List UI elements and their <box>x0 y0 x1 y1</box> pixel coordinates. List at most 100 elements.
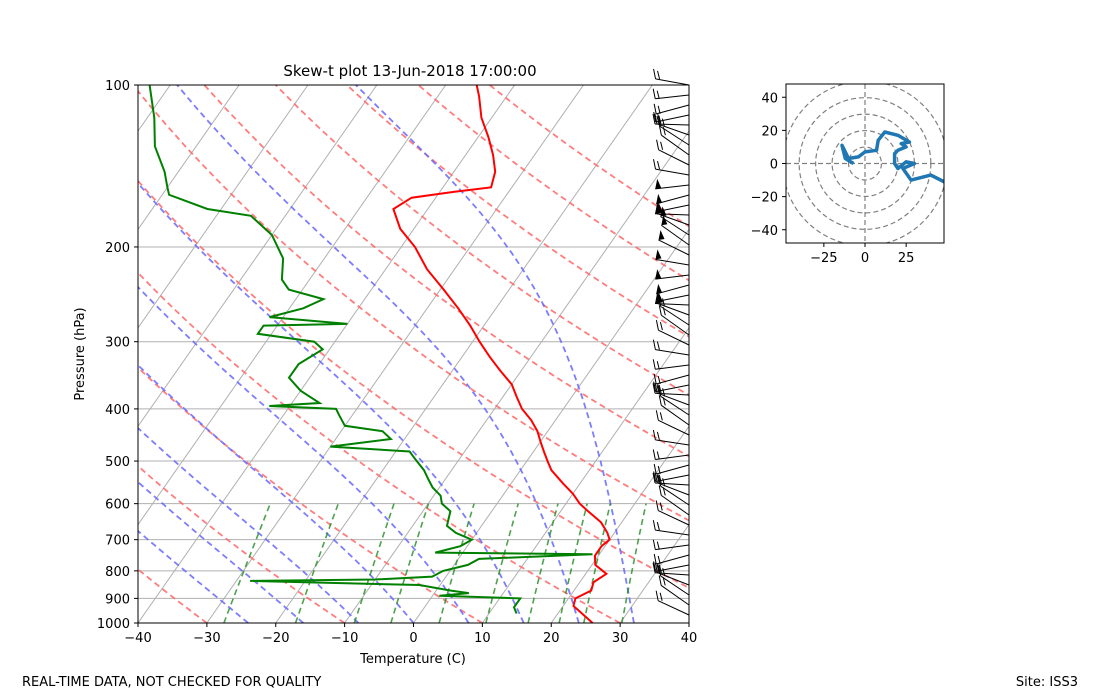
wind-barb-staff <box>655 454 690 460</box>
wind-barb-feather <box>657 375 661 385</box>
wind-barb-feather <box>662 577 666 586</box>
wind-barbs <box>652 68 690 616</box>
dry-adiabat-line <box>275 85 689 397</box>
wind-barb-feather <box>653 463 657 475</box>
wind-barb-staff <box>655 392 690 396</box>
moist-adiabat-line <box>138 181 525 623</box>
wind-barb-feather <box>653 103 657 114</box>
hodograph-y-tick-label: 0 <box>770 158 778 173</box>
wind-barb-feather <box>652 539 656 550</box>
isotherm-line <box>138 85 447 526</box>
wind-barb-feather <box>656 90 660 99</box>
wind-barb-staff <box>655 572 690 576</box>
wind-barb-feather <box>662 397 666 406</box>
wind-barb-feather <box>658 125 662 136</box>
wind-barb-staff <box>654 123 690 126</box>
wind-barb-feather <box>653 373 657 385</box>
wind-barb-staff <box>655 544 690 551</box>
y-tick-label: 900 <box>105 592 130 607</box>
wind-barb-feather <box>653 159 656 170</box>
wind-barb-staff <box>656 302 690 316</box>
wind-barb-feather <box>656 139 660 150</box>
wind-barb-pennant <box>657 293 664 304</box>
wind-barb-feather <box>654 562 658 573</box>
wind-barb-feather <box>661 118 665 127</box>
isotherm-line <box>206 85 584 623</box>
site-label: Site: ISS3 <box>1016 675 1078 690</box>
mixing-ratio-line <box>527 503 559 623</box>
wind-barb-feather <box>657 116 661 127</box>
wind-barb-feather <box>653 111 657 123</box>
wind-barb-feather <box>658 485 662 496</box>
wind-barb-feather <box>656 522 660 531</box>
hodograph-y-tick-label: −40 <box>751 224 778 239</box>
quality-note: REAL-TIME DATA, NOT CHECKED FOR QUALITY <box>22 675 321 690</box>
hodograph-ticks: −25 0 25 40 20 0 −20 −40 <box>751 91 915 266</box>
mixing-ratio-line <box>294 503 340 623</box>
wind-barb-feather <box>662 478 666 487</box>
wind-barb-staff <box>656 392 690 406</box>
wind-barb-staff <box>656 374 690 385</box>
skewt-plot-area <box>138 85 689 623</box>
wind-barb-feather <box>657 70 661 80</box>
wind-barb-pennant <box>661 215 668 226</box>
wind-barb-feather <box>653 553 657 565</box>
wind-barb-staff <box>655 364 690 370</box>
wind-barb-staff <box>661 224 690 246</box>
wind-barb-pennant <box>655 178 662 189</box>
wind-barb-feather <box>654 382 658 394</box>
wind-barb-feather <box>658 115 662 124</box>
wind-barb-staff <box>661 314 690 336</box>
mixing-ratio-line <box>353 503 395 623</box>
hodograph-y-tick-label: 40 <box>761 91 778 106</box>
wind-barb-staff <box>657 572 690 586</box>
wind-barb-staff <box>657 482 690 496</box>
wind-barb-feather <box>656 474 660 484</box>
dry-adiabat-line <box>138 464 346 623</box>
wind-barb-feather <box>657 161 660 170</box>
wind-barb-feather <box>655 410 659 421</box>
mixing-ratio-line <box>223 503 272 623</box>
moist-adiabat-line <box>138 480 304 623</box>
wind-barb-feather <box>654 472 658 483</box>
y-tick-label: 400 <box>105 403 130 418</box>
y-tick-label: 200 <box>105 241 130 256</box>
wind-barb-staff <box>656 104 690 115</box>
wind-barb-staff <box>658 419 690 436</box>
x-tick-label: 20 <box>543 631 560 646</box>
wind-barb-feather <box>659 592 663 601</box>
wind-barb-feather <box>662 298 666 307</box>
x-tick-label: −40 <box>124 631 151 646</box>
moist-adiabat-line <box>176 85 580 623</box>
moist-adiabat-line <box>138 426 360 623</box>
dry-adiabat-line <box>138 271 621 623</box>
wind-barb-staff <box>655 384 690 393</box>
moist-adiabat-line <box>355 85 635 623</box>
wind-barb-staff <box>655 529 690 536</box>
isotherm-line <box>138 85 240 231</box>
wind-barb-staff <box>660 305 690 326</box>
wind-barb-pennant <box>657 203 664 214</box>
x-tick-label: 10 <box>474 631 491 646</box>
wind-barb-feather <box>659 412 663 421</box>
y-tick-label: 700 <box>105 534 130 549</box>
wind-barb-feather <box>653 471 657 482</box>
wind-barb-feather <box>655 320 659 331</box>
isotherm-line <box>138 85 309 329</box>
dry-adiabat-line <box>138 568 208 623</box>
skewt-xlabel: Temperature (C) <box>359 652 466 667</box>
wind-barb-feather <box>656 341 660 350</box>
wind-barb-feather <box>652 520 656 531</box>
wind-barb-feather <box>658 575 662 586</box>
dewpoint-profile-line <box>148 85 593 614</box>
wind-barb-feather <box>653 68 657 80</box>
wind-barb-staff <box>655 168 690 176</box>
wind-barb-feather <box>652 562 656 573</box>
hodograph-wind-trace <box>840 130 944 184</box>
temperature-profile-line <box>392 85 611 623</box>
wind-barb-staff <box>660 404 690 426</box>
wind-barb-feather <box>652 383 656 394</box>
wind-barb-staff <box>655 303 690 306</box>
wind-barb-feather <box>658 474 662 483</box>
